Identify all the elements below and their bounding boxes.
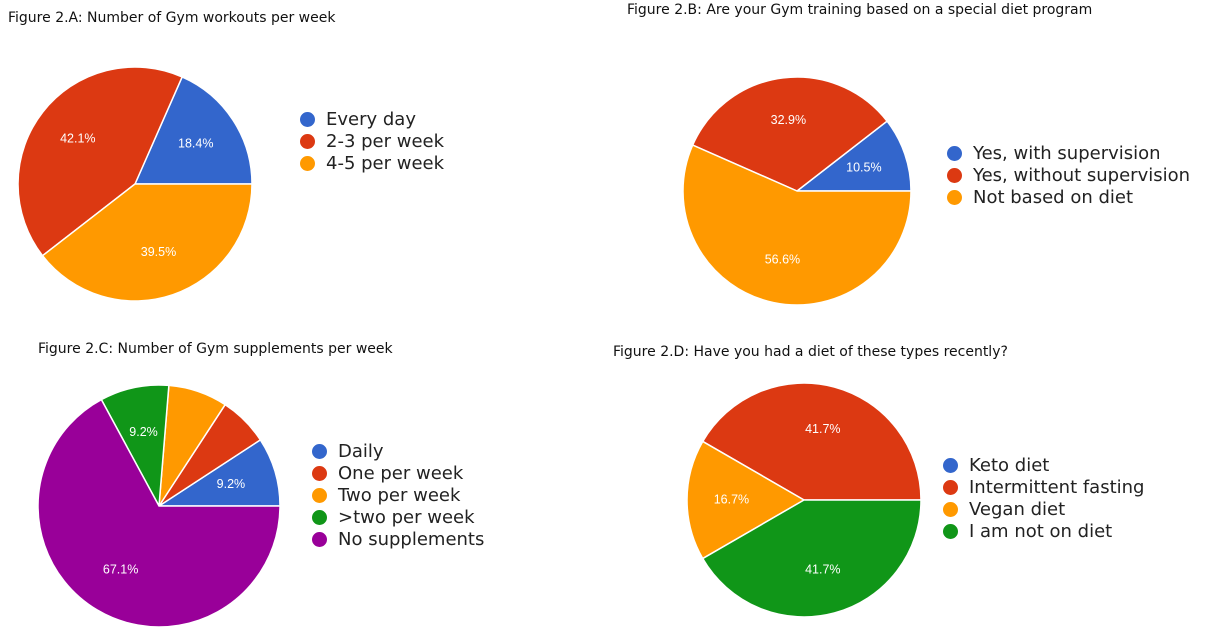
legend-label: Daily	[338, 440, 384, 462]
legend-marker-icon	[312, 531, 327, 547]
legend-marker-icon	[943, 523, 958, 539]
legend-item-one-per-week: One per week	[312, 462, 484, 484]
pie-slice-intermittent-fasting	[701, 382, 922, 501]
slice-label-4-5-per-week: 39.5%	[141, 245, 176, 259]
legend-label: Yes, with supervision	[973, 142, 1161, 164]
legend-item-intermittent-fasting: Intermittent fasting	[943, 476, 1144, 498]
legend-marker-icon	[943, 479, 958, 495]
legend-item-vegan-diet: Vegan diet	[943, 498, 1144, 520]
legend-label: 4-5 per week	[326, 152, 445, 174]
legend-label: 2-3 per week	[326, 130, 445, 152]
legend-marker-icon	[300, 155, 315, 171]
slice-label-i-am-not-on-diet: 41.7%	[805, 562, 840, 576]
legend-marker-icon	[300, 133, 315, 149]
legend-item-yes-with-supervision: Yes, with supervision	[947, 142, 1190, 164]
legend-marker-icon	[943, 501, 958, 517]
slice-label-vegan-diet: 16.7%	[714, 492, 749, 506]
legend-item-2-3-per-week: 2-3 per week	[300, 130, 444, 152]
legend-marker-icon	[312, 509, 327, 525]
legend-item-daily: Daily	[312, 440, 484, 462]
legend-item-yes-without-supervision: Yes, without supervision	[947, 164, 1190, 186]
pie-slice-yes-with-supervision	[794, 120, 912, 192]
pie-slice-vegan-diet	[686, 440, 806, 560]
legend-marker-icon	[312, 487, 327, 503]
legend-label: Every day	[326, 108, 416, 130]
legend-label: No supplements	[338, 528, 485, 550]
slice-label-daily: 9.2%	[217, 477, 246, 491]
chart-title: Figure 2.A: Number of Gym workouts per w…	[8, 10, 336, 26]
legend-label: Two per week	[338, 484, 461, 506]
legend-label: Yes, without supervision	[973, 164, 1191, 186]
legend-marker-icon	[947, 167, 962, 183]
legend-item-not-based-on-diet: Not based on diet	[947, 186, 1190, 208]
legend-2b: Yes, with supervision Yes, without superv…	[947, 142, 1190, 208]
pie-slice-yes-without-supervision	[691, 76, 889, 192]
legend-marker-icon	[947, 189, 962, 205]
legend-label: >two per week	[338, 506, 475, 528]
pie-slice-4-5-per-week	[41, 183, 253, 302]
legend-item-every-day: Every day	[300, 108, 444, 130]
legend-item-two-per-week: Two per week	[312, 484, 484, 506]
legend-marker-icon	[947, 145, 962, 161]
slice-label-not-based-on-diet: 56.6%	[765, 252, 800, 266]
legend-item-two-per-week: >two per week	[312, 506, 484, 528]
legend-marker-icon	[312, 443, 327, 459]
slice-label-intermittent-fasting: 41.7%	[805, 422, 840, 436]
slice-label-yes-with-supervision: 10.5%	[846, 160, 881, 174]
legend-label: One per week	[338, 462, 464, 484]
legend-marker-icon	[300, 111, 315, 127]
legend-item-4-5-per-week: 4-5 per week	[300, 152, 444, 174]
legend-item-no-supplements: No supplements	[312, 528, 484, 550]
legend-label: Vegan diet	[969, 498, 1066, 520]
legend-item-keto-diet: Keto diet	[943, 454, 1144, 476]
legend-2c: Daily One per week Two per week >two per we…	[312, 440, 484, 550]
slice-label-yes-without-supervision: 32.9%	[771, 113, 806, 127]
slice-label-no-supplements: 67.1%	[103, 563, 138, 577]
legend-label: Not based on diet	[973, 186, 1134, 208]
slice-label-2-3-per-week: 42.1%	[60, 132, 95, 146]
legend-item-i-am-not-on-diet: I am not on diet	[943, 520, 1144, 542]
legend-label: I am not on diet	[969, 520, 1113, 542]
chart-title: Figure 2.B: Are your Gym training based …	[627, 2, 1093, 18]
chart-title: Figure 2.C: Number of Gym supplements pe…	[38, 341, 393, 357]
legend-2a: Every day 2-3 per week 4-5 per week	[300, 108, 444, 174]
pie-slice-not-based-on-diet	[682, 144, 912, 306]
legend-marker-icon	[312, 465, 327, 481]
pie-slice-no-supplements	[37, 398, 281, 628]
pie-slice-every-day	[133, 75, 253, 185]
chart-title: Figure 2.D: Have you had a diet of these…	[613, 344, 1008, 360]
pie-slice-i-am-not-on-diet	[701, 499, 922, 618]
slice-label-two-per-week: 9.2%	[129, 425, 158, 439]
legend-marker-icon	[943, 457, 958, 473]
legend-2d: Keto diet Intermittent fasting Vegan diet I…	[943, 454, 1144, 542]
legend-label: Keto diet	[969, 454, 1050, 476]
pie-slice-2-3-per-week	[17, 66, 184, 257]
slice-label-every-day: 18.4%	[178, 137, 213, 151]
legend-label: Intermittent fasting	[969, 476, 1145, 498]
